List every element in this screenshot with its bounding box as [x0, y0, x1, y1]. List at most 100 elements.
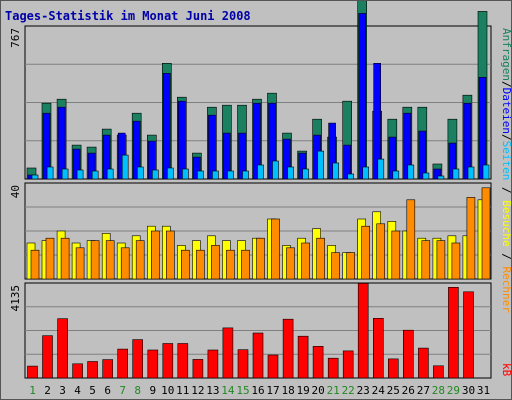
day-label-28: 28	[432, 384, 445, 397]
day-label-13: 13	[206, 384, 219, 397]
bar-rechner-day-18	[286, 247, 295, 280]
bar-seiten-day-7	[121, 154, 129, 180]
bar-seiten-day-25	[392, 170, 400, 180]
bar-kb-day-12	[192, 359, 204, 379]
day-label-2: 2	[44, 384, 51, 397]
bar-rechner-day-24	[376, 223, 386, 280]
bar-dateien-day-8	[132, 120, 141, 180]
bar-seiten-day-1	[31, 174, 39, 180]
day-label-14: 14	[221, 384, 235, 397]
bar-seiten-day-17	[272, 160, 279, 180]
bar-kb-day-5	[87, 361, 98, 379]
bar-kb-day-24	[372, 317, 384, 379]
bar-rechner-day-28	[436, 240, 446, 280]
bar-rechner-day-17	[271, 218, 280, 280]
bar-seiten-day-26	[407, 164, 415, 180]
bar-rechner-day-16	[256, 237, 265, 280]
bar-seiten-day-28	[437, 175, 445, 180]
bar-seiten-day-20	[317, 150, 324, 180]
bar-seiten-day-10	[167, 167, 174, 180]
bar-dateien-day-6	[102, 134, 111, 180]
bar-rechner-day-7	[120, 247, 130, 280]
bar-seiten-day-11	[182, 168, 189, 180]
legend-kb: kB	[500, 363, 511, 377]
chart-title: Tages-Statistik im Monat Juni 2008	[5, 9, 251, 23]
bar-kb-day-1	[27, 365, 38, 379]
bar-seiten-day-24	[377, 158, 385, 180]
bar-kb-day-28	[433, 365, 444, 379]
bar-rechner-day-13	[211, 245, 220, 280]
bar-dateien-day-5	[87, 152, 96, 180]
legend-anfragen: Anfragen	[500, 28, 511, 81]
bar-kb-day-19	[297, 335, 309, 379]
bar-dateien-day-24	[373, 62, 382, 180]
bar-rechner-day-27	[421, 240, 431, 280]
bar-rechner-day-1	[30, 249, 40, 280]
bar-rechner-day-4	[75, 247, 85, 280]
bar-rechner-day-30	[466, 197, 476, 280]
bar-kb-day-15	[237, 349, 249, 379]
day-label-17: 17	[266, 384, 279, 397]
bar-seiten-day-18	[287, 166, 294, 180]
day-label-20: 20	[311, 384, 324, 397]
bar-kb-day-3	[57, 318, 68, 379]
bar-kb-day-27	[418, 347, 429, 379]
bar-kb-day-30	[463, 291, 474, 379]
day-label-23: 23	[357, 384, 370, 397]
bar-dateien-day-18	[283, 138, 291, 180]
bar-dateien-day-31	[478, 77, 487, 180]
day-label-1: 1	[29, 384, 36, 397]
day-label-12: 12	[191, 384, 204, 397]
bar-rechner-day-29	[451, 242, 461, 280]
day-label-27: 27	[417, 384, 430, 397]
bar-kb-day-25	[387, 358, 399, 379]
bar-dateien-day-11	[178, 100, 186, 180]
bar-seiten-day-6	[106, 168, 114, 180]
legend: Anfragen/Dateien/Seiten / Besuche / Rech…	[500, 28, 511, 313]
panel-kbytes: 4135	[9, 282, 492, 379]
bar-dateien-day-12	[193, 156, 201, 180]
axis-max-label: 40	[9, 185, 22, 198]
bar-rechner-day-12	[196, 249, 205, 280]
bar-rechner-day-6	[105, 240, 115, 280]
bar-seiten-day-3	[61, 168, 69, 180]
bar-kb-day-21	[327, 357, 339, 379]
day-label-19: 19	[296, 384, 309, 397]
bar-rechner-day-5	[90, 240, 100, 280]
bar-dateien-day-13	[208, 114, 216, 180]
axis-max-label: 4135	[9, 285, 22, 312]
bar-seiten-day-5	[91, 170, 99, 180]
panel-hits-files-pages: 767	[9, 1, 492, 180]
day-label-11: 11	[176, 384, 189, 397]
day-label-8: 8	[134, 384, 141, 397]
bar-dateien-day-4	[72, 148, 81, 180]
bar-kb-day-8	[132, 339, 143, 379]
day-label-10: 10	[161, 384, 174, 397]
bar-kb-day-26	[402, 329, 414, 379]
bar-dateien-day-26	[403, 112, 412, 180]
bar-kb-day-18	[282, 318, 294, 379]
bar-seiten-day-23	[362, 166, 370, 180]
bar-rechner-day-14	[226, 249, 235, 280]
day-label-25: 25	[387, 384, 400, 397]
bar-rechner-day-31	[481, 187, 491, 280]
bar-kb-day-4	[72, 363, 83, 379]
bar-dateien-day-25	[388, 136, 397, 180]
day-label-6: 6	[104, 384, 111, 397]
legend-separator: /	[500, 247, 511, 267]
day-label-9: 9	[149, 384, 156, 397]
bar-kb-day-10	[162, 343, 174, 379]
bar-seiten-day-9	[152, 169, 159, 180]
legend-seiten: Seiten	[500, 141, 511, 181]
bar-kb-day-11	[177, 343, 189, 379]
bar-kb-day-7	[117, 348, 128, 379]
bar-seiten-day-4	[76, 169, 84, 180]
day-labels: 1 2 3 4 5 6 7 8 9 10 11 12 13 14 15 16 17 18 19 20 21 22 23 24 2…	[29, 384, 490, 397]
day-label-30: 30	[462, 384, 475, 397]
bar-rechner-day-21	[331, 252, 340, 280]
day-label-3: 3	[59, 384, 66, 397]
bar-kb-day-22	[342, 350, 354, 379]
day-label-24: 24	[372, 384, 386, 397]
legend-separator: /	[500, 180, 511, 200]
day-label-22: 22	[342, 384, 355, 397]
